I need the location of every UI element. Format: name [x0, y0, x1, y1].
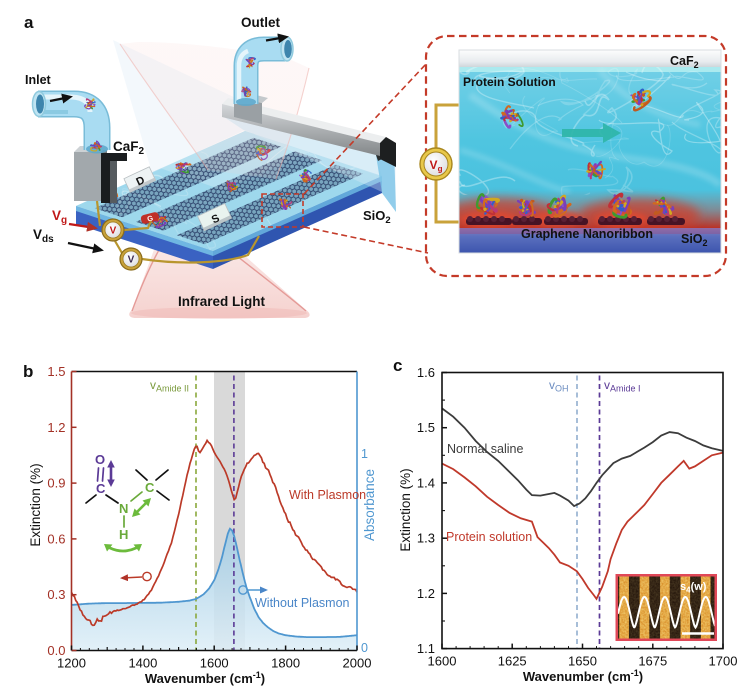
svg-text:1.4: 1.4 [417, 475, 435, 490]
svg-text:1.2: 1.2 [417, 586, 435, 601]
svg-text:1.6: 1.6 [417, 365, 435, 380]
svg-text:1: 1 [361, 447, 368, 461]
svg-text:Wavenumber (cm-1): Wavenumber (cm-1) [523, 668, 643, 684]
svg-text:1.5: 1.5 [417, 420, 435, 435]
svg-text:0.6: 0.6 [47, 531, 65, 546]
svg-text:CaF2: CaF2 [113, 139, 145, 157]
svg-text:Infrared Light: Infrared Light [178, 294, 266, 309]
svg-text:S: S [210, 212, 222, 226]
svg-text:1.5: 1.5 [47, 364, 65, 379]
svg-text:V: V [110, 226, 117, 237]
svg-text:1700: 1700 [709, 654, 738, 669]
svg-text:1.2: 1.2 [47, 420, 65, 435]
svg-text:With Plasmon: With Plasmon [289, 488, 366, 502]
svg-text:1800: 1800 [271, 656, 300, 671]
svg-text:Protein Solution: Protein Solution [463, 75, 556, 89]
svg-text:2000: 2000 [343, 656, 372, 671]
svg-text:1600: 1600 [428, 654, 457, 669]
svg-text:V: V [128, 255, 135, 266]
svg-text:a: a [24, 13, 34, 32]
svg-text:SiO2: SiO2 [681, 232, 708, 248]
svg-text:s4(w): s4(w) [680, 581, 707, 595]
svg-text:1600: 1600 [200, 656, 229, 671]
svg-text:CaF2: CaF2 [670, 54, 699, 70]
svg-text:Extinction (%): Extinction (%) [28, 463, 43, 546]
svg-text:Inlet: Inlet [25, 73, 52, 87]
svg-text:1.3: 1.3 [417, 531, 435, 546]
svg-text:0.9: 0.9 [47, 476, 65, 491]
svg-text:0: 0 [361, 641, 368, 655]
svg-text:0.0: 0.0 [47, 643, 65, 658]
svg-text:SiO2: SiO2 [363, 208, 391, 226]
svg-text:0.3: 0.3 [47, 587, 65, 602]
svg-text:N: N [119, 501, 128, 516]
svg-text:Outlet: Outlet [241, 15, 281, 30]
svg-text:1675: 1675 [638, 654, 667, 669]
svg-text:1400: 1400 [128, 656, 157, 671]
svg-text:Wavenumber (cm-1): Wavenumber (cm-1) [145, 670, 265, 686]
svg-text:Absorbance: Absorbance [362, 469, 377, 541]
svg-text:1625: 1625 [498, 654, 527, 669]
svg-text:Graphene Nanoribbon: Graphene Nanoribbon [521, 227, 653, 241]
svg-text:C: C [96, 481, 106, 496]
svg-text:G: G [146, 213, 154, 223]
svg-text:1.1: 1.1 [417, 641, 435, 656]
svg-text:O: O [95, 452, 105, 467]
svg-text:C: C [145, 480, 155, 495]
svg-text:Protein solution: Protein solution [446, 530, 532, 544]
svg-text:1650: 1650 [568, 654, 597, 669]
svg-text:Normal saline: Normal saline [447, 442, 523, 456]
svg-text:Extinction (%): Extinction (%) [398, 468, 413, 551]
svg-text:Without Plasmon: Without Plasmon [255, 596, 350, 610]
svg-text:1200: 1200 [57, 656, 86, 671]
svg-text:b: b [23, 362, 33, 381]
svg-text:H: H [119, 527, 128, 542]
svg-text:c: c [393, 356, 402, 375]
